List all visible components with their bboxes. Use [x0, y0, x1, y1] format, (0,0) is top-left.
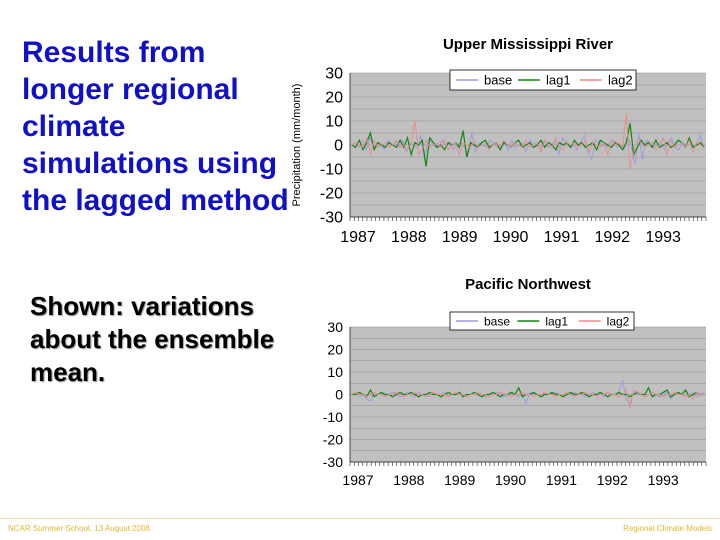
chart1-legend-label-lag1: lag1: [546, 73, 571, 88]
chart2-y-tick-label: -30: [323, 454, 343, 470]
chart2-x-tick-label: 1990: [495, 472, 526, 488]
chart1-title: Upper Mississippi River: [443, 36, 613, 53]
slide-title: Results from longer regional climate sim…: [22, 36, 289, 217]
chart2-legend-label-lag2: lag2: [607, 314, 630, 328]
chart1-y-axis-label: Precipitation (mm/month): [291, 84, 303, 207]
footer-left-text: NCAR Summer School, 13 August 2008: [8, 524, 150, 533]
chart1-x-tick-label: 1993: [645, 229, 681, 246]
chart2-legend-label-lag1: lag1: [545, 314, 568, 328]
chart2-title: Pacific Northwest: [465, 276, 591, 293]
chart2-x-tick-label: 1992: [597, 472, 628, 488]
chart1-legend: [449, 69, 637, 91]
chart2-x-tick-label: 1989: [444, 472, 475, 488]
chart1-x-tick-label: 1992: [594, 229, 630, 246]
chart1-x-tick-label: 1987: [340, 229, 376, 246]
chart2-y-tick-label: 20: [327, 341, 343, 357]
chart1-x-tick-label: 1988: [391, 229, 427, 246]
chart2-y-tick-label: 10: [327, 364, 343, 380]
footer-right-text: Regional Climate Models: [623, 524, 712, 533]
chart1-x-tick-label: 1990: [493, 229, 529, 246]
chart2-legend-label-base: base: [484, 314, 510, 328]
chart1-y-tick-label: -20: [320, 186, 343, 203]
chart2-x-tick-label: 1993: [648, 472, 679, 488]
chart1-legend-label-lag2: lag2: [608, 73, 633, 88]
chart1-series-lag2: [351, 113, 705, 170]
chart1-y-tick-label: 10: [325, 114, 343, 131]
footer-divider: [0, 518, 720, 519]
chart2-y-tick-label: -10: [323, 409, 343, 425]
chart2-y-tick-label: 0: [335, 386, 343, 402]
chart1-y-tick-label: 30: [325, 66, 343, 83]
chart1-y-tick-label: 20: [325, 90, 343, 107]
chart2-x-tick-label: 1991: [546, 472, 577, 488]
chart2-x-tick-label: 1987: [342, 472, 373, 488]
chart2-y-tick-label: 30: [327, 319, 343, 335]
chart1-legend-label-base: base: [484, 73, 512, 88]
slide-subtitle: Shown: variations about the ensemble mea…: [30, 291, 275, 387]
chart1-x-tick-label: 1991: [544, 229, 580, 246]
chart1-y-tick-label: -10: [320, 162, 343, 179]
chart2-legend: [449, 311, 635, 331]
chart2-series-lag2: [351, 388, 705, 409]
chart1-x-tick-label: 1989: [442, 229, 478, 246]
chart2-x-tick-label: 1988: [393, 472, 424, 488]
chart1-y-tick-label: 0: [334, 138, 343, 155]
chart2-y-tick-label: -20: [323, 431, 343, 447]
chart1-y-tick-label: -30: [320, 210, 343, 227]
